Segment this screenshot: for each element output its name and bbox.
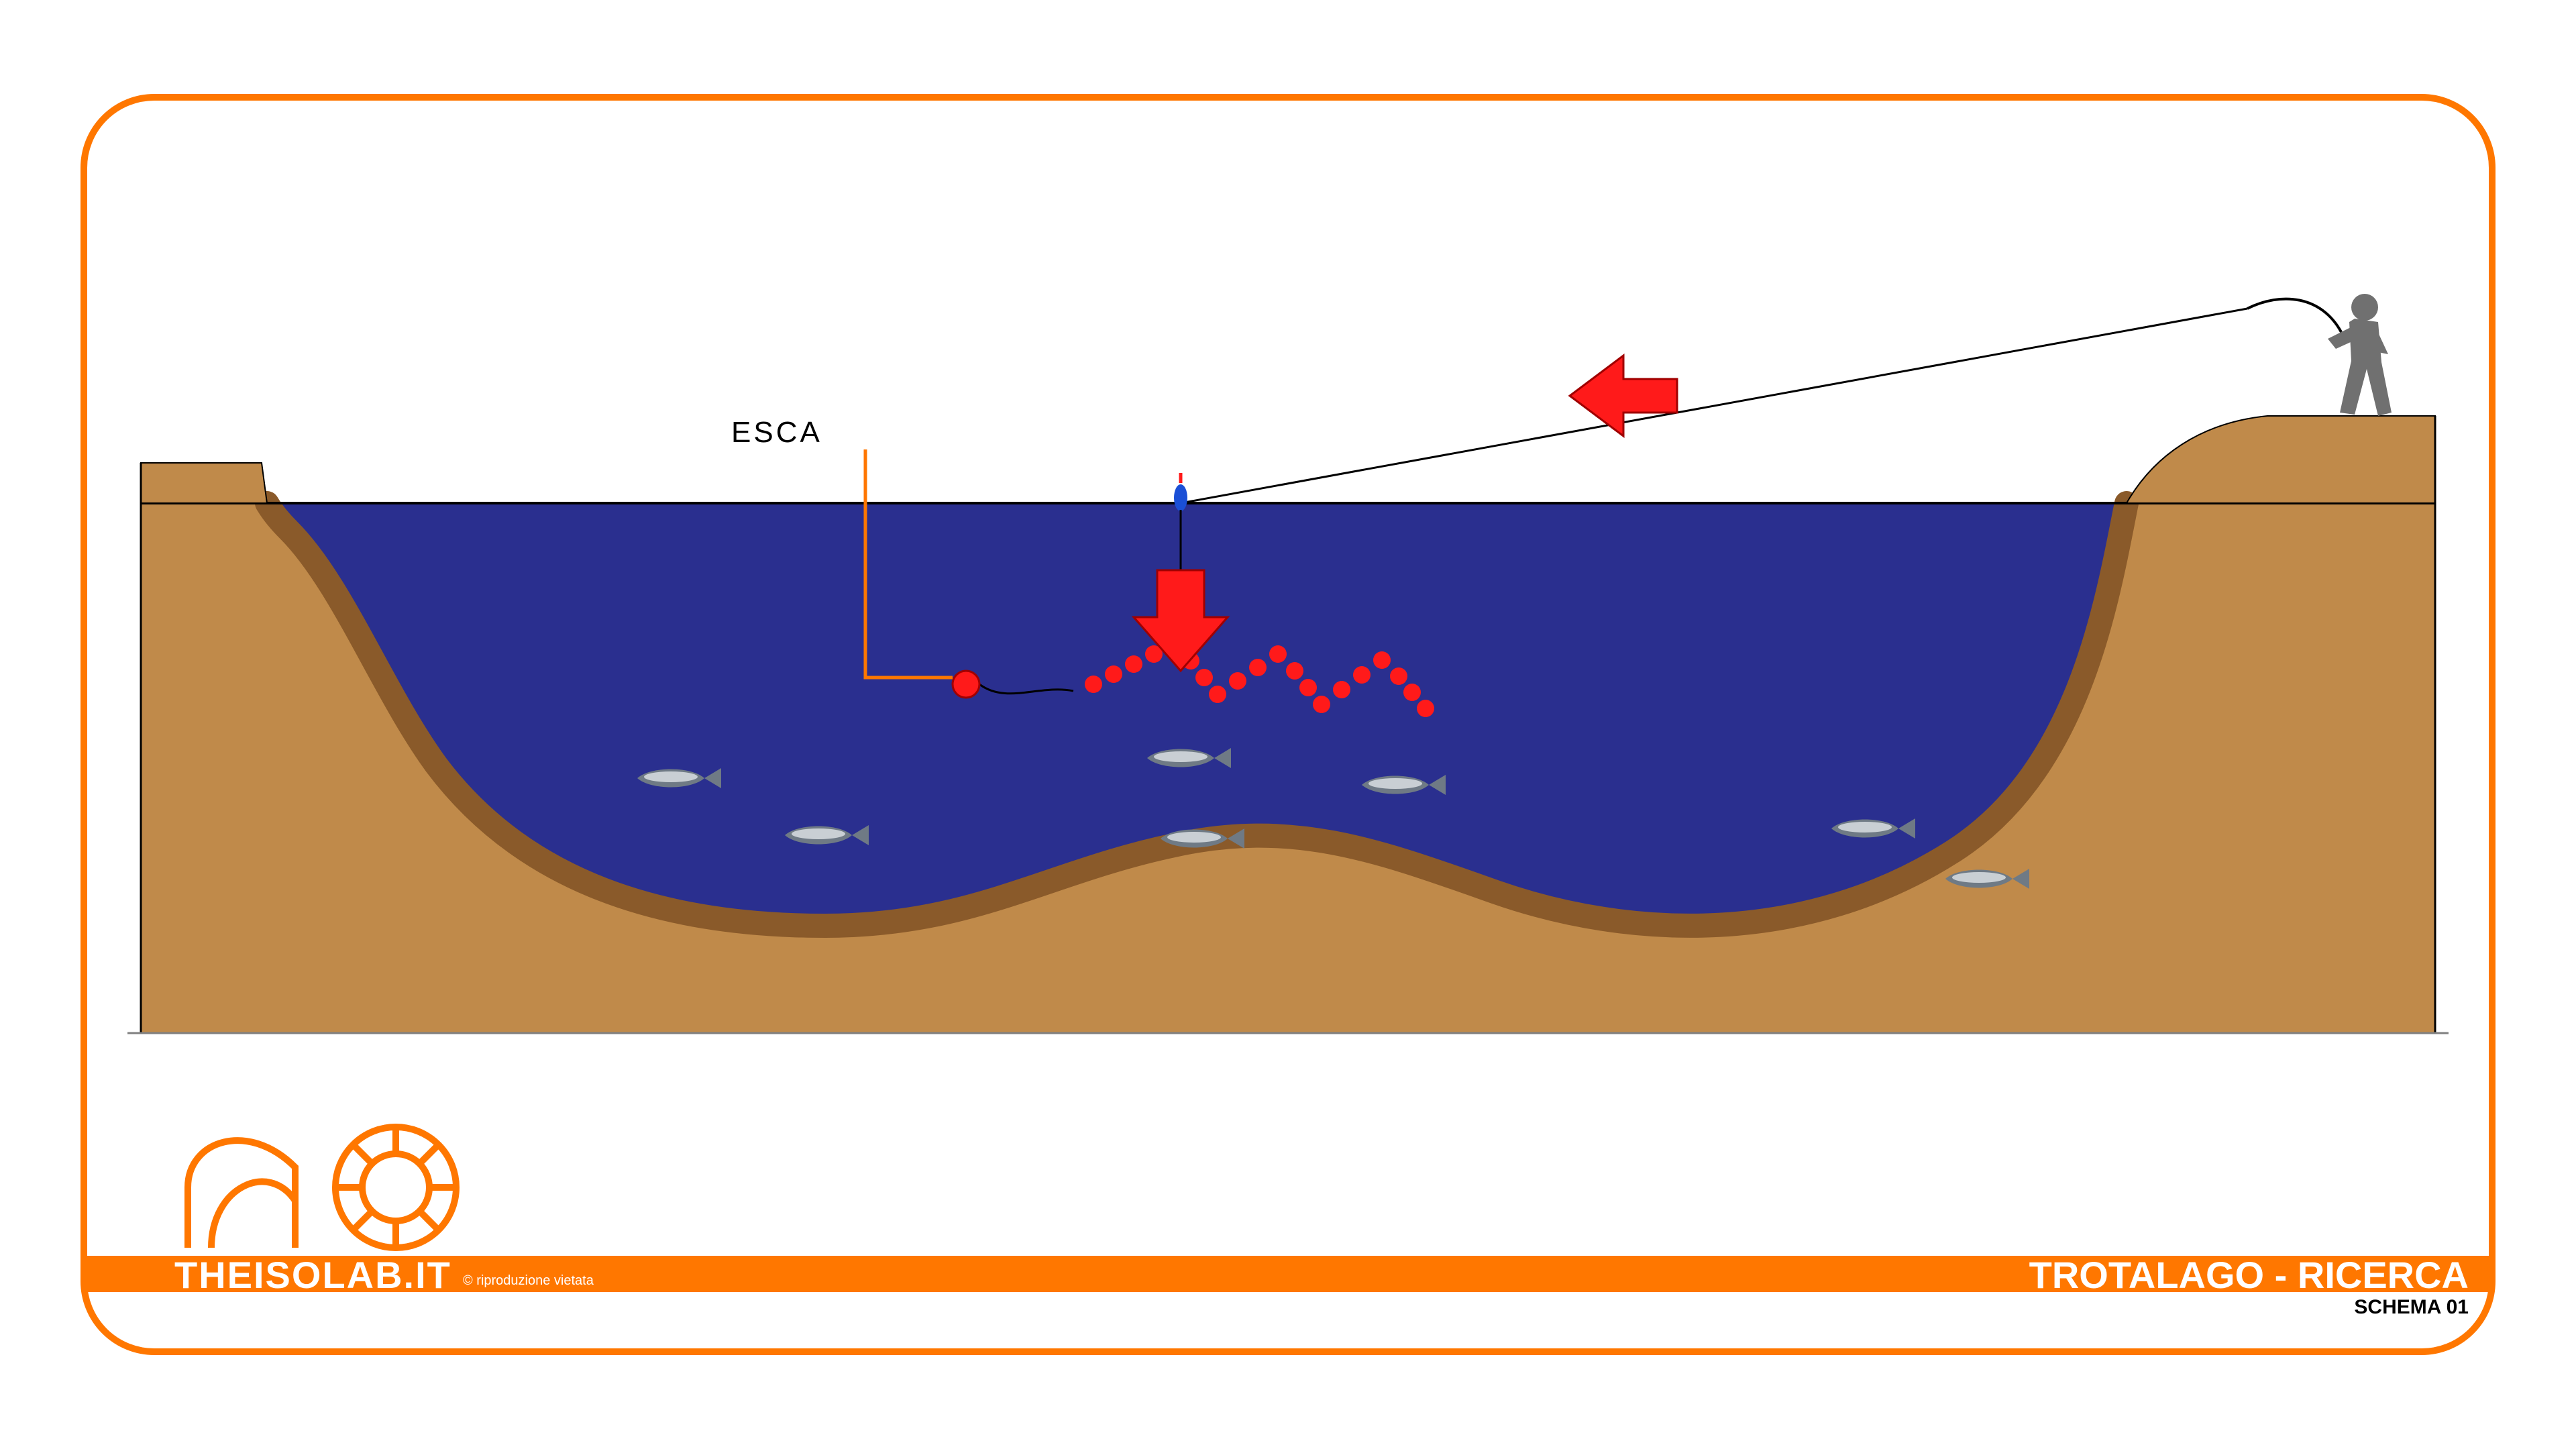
- diagram-title: TROTALAGO - RICERCA: [2029, 1253, 2469, 1297]
- logo-icon: [174, 1107, 510, 1254]
- fisherman-icon: [2328, 294, 2392, 416]
- copyright: © riproduzione vietata: [463, 1273, 594, 1289]
- arrow-left-icon: [1570, 356, 1677, 436]
- float-bobber: [1174, 473, 1187, 511]
- bait: [953, 671, 979, 698]
- diagram-frame: ESCA THEISOLAB.IT © riproduzione vietata…: [80, 94, 2496, 1355]
- right-cliff: [2127, 416, 2435, 503]
- left-bank: [141, 463, 267, 503]
- site-name: THEISOLAB.IT: [174, 1253, 451, 1297]
- schema-number: SCHEMA 01: [2354, 1296, 2469, 1319]
- esca-label: ESCA: [731, 416, 822, 449]
- fishing-rod: [2247, 299, 2341, 332]
- fishing-line: [1181, 309, 2247, 503]
